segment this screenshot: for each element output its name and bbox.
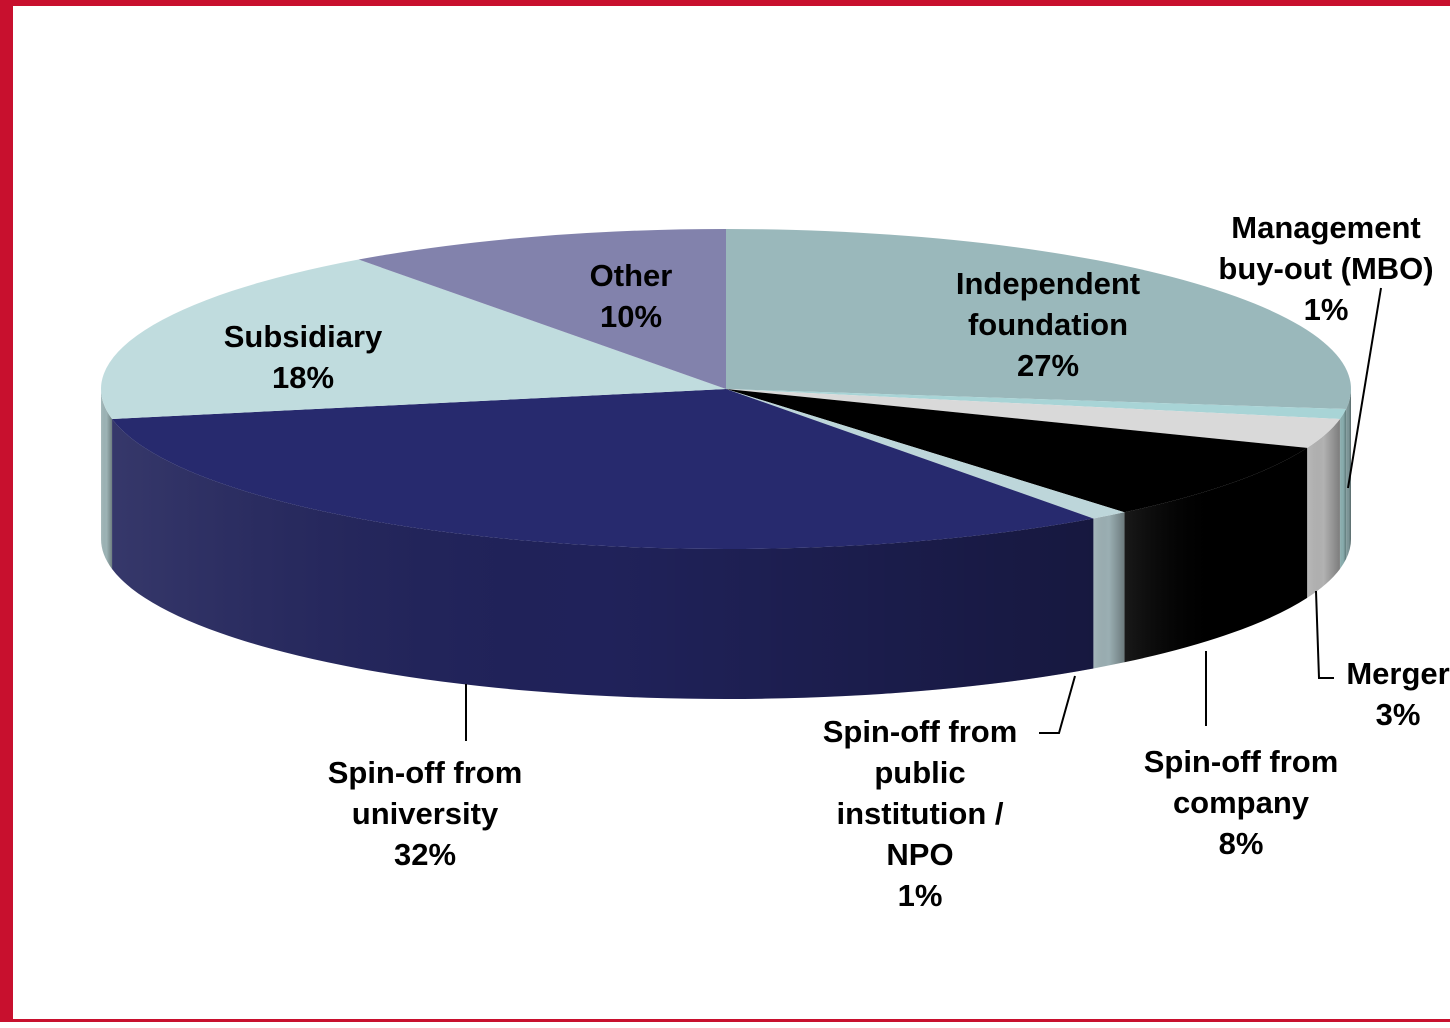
slice-value-5: 32%	[394, 837, 456, 872]
slice-label-line-0-0: Independent	[956, 266, 1140, 301]
pie-chart: Independent foundation 27% Management buy-ou…	[100, 210, 1450, 913]
slice-label-line-7-0: Other	[590, 258, 673, 293]
slice-label-line-4-1: public	[874, 755, 965, 790]
slice-value-2: 3%	[1376, 697, 1421, 732]
slice-label-4: Spin-off from public institution / NPO 1%	[823, 714, 1018, 913]
slice-value-3: 8%	[1219, 826, 1264, 861]
slice-label-line-4-0: Spin-off from	[823, 714, 1018, 749]
slice-value-1: 1%	[1304, 292, 1349, 327]
slice-value-6: 18%	[272, 360, 334, 395]
slice-top-7	[358, 229, 726, 389]
leader-line-4	[1039, 675, 1076, 734]
slice-label-6: Subsidiary 18%	[224, 319, 383, 395]
slice-side-shade-4	[1093, 512, 1125, 669]
leader-line-2	[1315, 590, 1334, 679]
slice-value-7: 10%	[600, 299, 662, 334]
slice-label-line-0-1: foundation	[968, 307, 1128, 342]
slice-label-3: Spin-off from company 8%	[1144, 744, 1339, 861]
slice-label-line-1-0: Management	[1231, 210, 1420, 245]
slice-top-3	[726, 389, 1308, 513]
leader-line-1	[1347, 287, 1382, 489]
slice-top-0	[726, 229, 1351, 410]
slice-side-shade-5	[112, 418, 1094, 700]
slice-labels: Independent foundation 27% Management buy-ou…	[224, 210, 1450, 913]
slice-side-shade-0	[1346, 389, 1351, 560]
slice-value-4: 1%	[898, 878, 943, 913]
slice-label-2: Merger 3%	[1346, 656, 1449, 732]
slice-top-5	[112, 389, 1094, 549]
slice-label-0: Independent foundation 27%	[956, 266, 1140, 383]
slice-label-line-4-2: institution /	[836, 796, 1003, 831]
slice-top-1	[726, 389, 1347, 419]
slice-side-shade-1	[1339, 409, 1347, 569]
slice-label-line-4-3: NPO	[886, 837, 953, 872]
pie-sides	[101, 389, 1351, 700]
slice-label-line-1-1: buy-out (MBO)	[1218, 251, 1433, 286]
slice-label-line-3-0: Spin-off from	[1144, 744, 1339, 779]
slice-top-4	[726, 389, 1125, 519]
leader-lines	[465, 287, 1382, 741]
slice-label-5: Spin-off from university 32%	[328, 755, 523, 872]
slice-label-line-5-0: Spin-off from	[328, 755, 523, 790]
slice-label-line-3-1: company	[1173, 785, 1310, 820]
slice-label-line-5-1: university	[352, 796, 499, 831]
slice-top-6	[100, 259, 726, 419]
slice-top-2	[726, 389, 1340, 448]
slice-label-1: Management buy-out (MBO) 1%	[1218, 210, 1433, 327]
slice-side-shade-3	[1124, 447, 1308, 663]
slice-side-shade-6	[101, 389, 113, 569]
slice-side-shade-2	[1307, 418, 1340, 598]
slice-label-line-6-0: Subsidiary	[224, 319, 383, 354]
pie-tops	[100, 229, 1351, 549]
slice-value-0: 27%	[1017, 348, 1079, 383]
slice-label-7: Other 10%	[590, 258, 673, 334]
slice-label-line-2-0: Merger	[1346, 656, 1449, 691]
